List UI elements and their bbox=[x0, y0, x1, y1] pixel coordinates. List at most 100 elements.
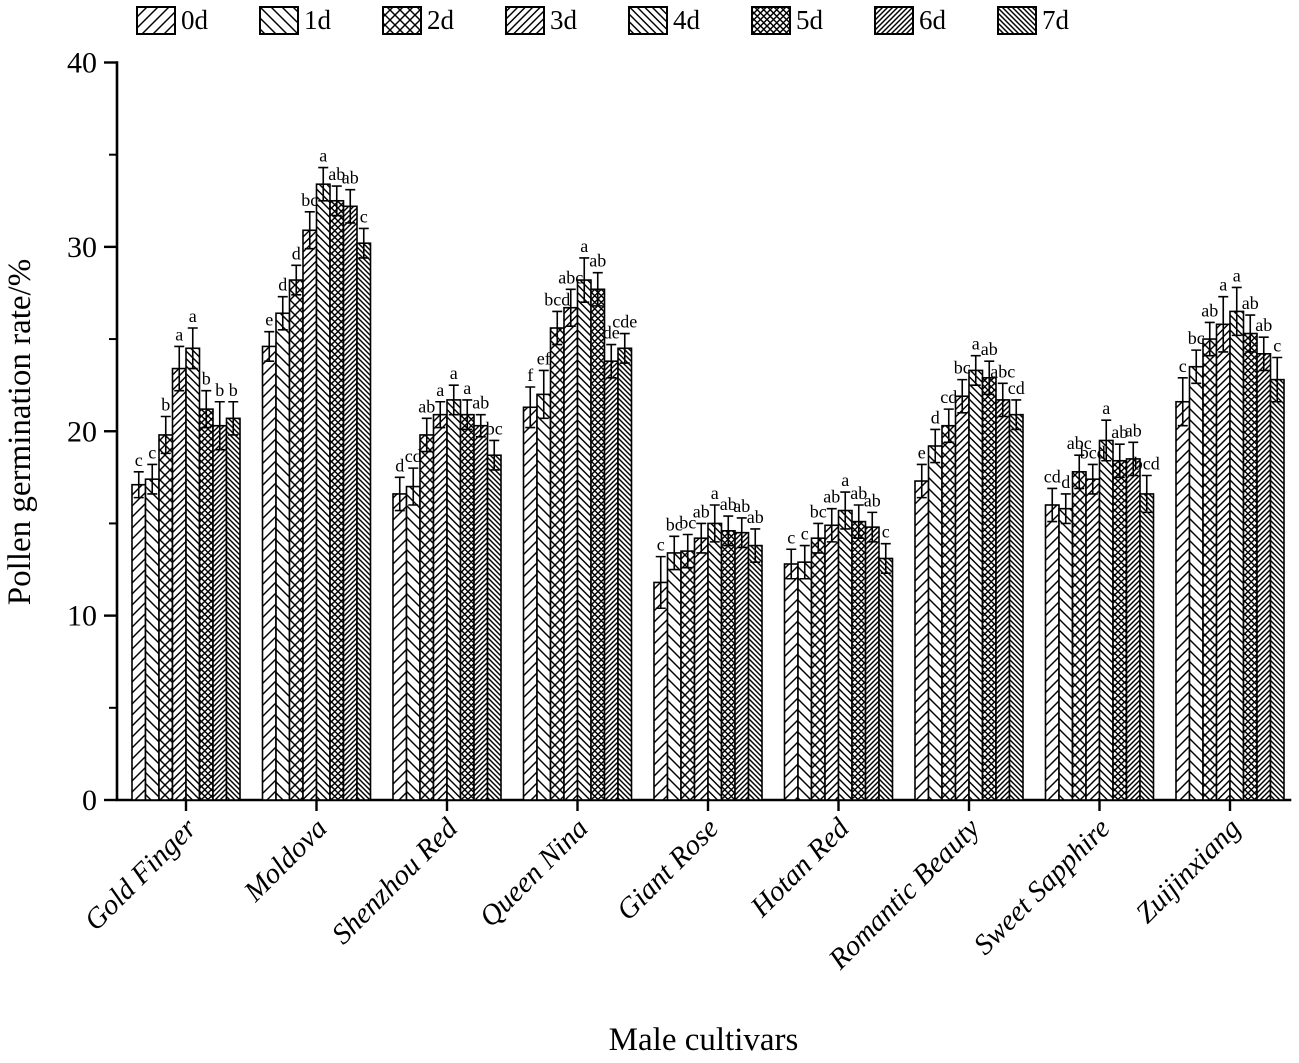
bar-3d-sweet-sapphire bbox=[1085, 478, 1101, 801]
error-bar bbox=[579, 257, 590, 303]
significance-letter: ab bbox=[733, 496, 750, 516]
error-bar bbox=[448, 384, 459, 416]
error-bar bbox=[682, 533, 693, 569]
bar-7d-sweet-sapphire bbox=[1139, 493, 1155, 801]
legend-swatch-2d bbox=[382, 6, 422, 35]
bar-0d-queen-nina bbox=[522, 406, 538, 801]
x-category-label: Giant Rose bbox=[611, 812, 725, 926]
bar-2d-shenzhou-red bbox=[419, 434, 435, 801]
significance-letter: ab bbox=[328, 164, 345, 184]
error-bar bbox=[408, 467, 419, 506]
error-bar bbox=[984, 360, 995, 396]
significance-letter: bc bbox=[954, 358, 971, 378]
significance-letter: cd bbox=[940, 387, 957, 407]
significance-letter: c bbox=[360, 206, 368, 226]
error-bar bbox=[1245, 314, 1256, 353]
significance-letter: ab bbox=[850, 483, 867, 503]
bar-2d-gold-finger bbox=[158, 434, 174, 801]
error-bar bbox=[1231, 286, 1242, 337]
x-axis-title: Male cultivars bbox=[609, 1022, 799, 1058]
y-tick-label: 30 bbox=[67, 231, 97, 264]
significance-letter: bc bbox=[1188, 328, 1205, 348]
legend: 0d 1d 2d 3d 4d 5d 6d 7d bbox=[136, 5, 1070, 35]
error-bar bbox=[264, 330, 275, 362]
bar-5d-giant-rose bbox=[720, 530, 736, 801]
bar-6d-moldova bbox=[342, 205, 358, 801]
bar-3d-moldova bbox=[302, 229, 318, 801]
bar-6d-romantic-beauty bbox=[995, 399, 1011, 801]
bar-1d-giant-rose bbox=[666, 552, 682, 801]
significance-letter: bc bbox=[301, 190, 318, 210]
error-bar bbox=[1101, 419, 1112, 462]
significance-letter: a bbox=[1102, 398, 1110, 418]
legend-swatch-3d bbox=[505, 6, 545, 35]
x-category-label: Queen Nina bbox=[473, 812, 594, 933]
error-bar bbox=[489, 439, 500, 471]
error-bar bbox=[475, 413, 486, 438]
significance-letter: ab bbox=[1125, 420, 1142, 440]
error-bar bbox=[1047, 487, 1058, 523]
bar-5d-shenzhou-red bbox=[459, 413, 475, 801]
error-bar bbox=[1128, 441, 1139, 477]
error-bar bbox=[538, 369, 549, 420]
error-bar bbox=[277, 295, 288, 331]
error-bar bbox=[291, 264, 302, 296]
significance-letter: ab bbox=[342, 168, 359, 188]
error-bar bbox=[943, 408, 954, 444]
x-category-label: Moldova bbox=[237, 812, 333, 908]
bar-3d-shenzhou-red bbox=[432, 413, 448, 801]
significance-letter: ab bbox=[472, 393, 489, 413]
significance-letter: b bbox=[202, 369, 211, 389]
bar-7d-zuijinxiang bbox=[1269, 378, 1285, 801]
bar-1d-zuijinxiang bbox=[1188, 365, 1204, 801]
bar-4d-zuijinxiang bbox=[1229, 310, 1245, 801]
error-bar bbox=[1074, 454, 1085, 490]
bar-0d-zuijinxiang bbox=[1175, 400, 1191, 801]
bar-5d-gold-finger bbox=[198, 408, 214, 801]
legend-label-2d: 2d bbox=[427, 5, 455, 35]
bar-0d-romantic-beauty bbox=[914, 480, 930, 801]
significance-letter: a bbox=[450, 363, 458, 383]
error-bar bbox=[147, 463, 158, 495]
error-bar bbox=[813, 522, 824, 554]
significance-letter: c bbox=[801, 524, 809, 544]
bar-7d-romantic-beauty bbox=[1008, 413, 1024, 801]
error-bar bbox=[228, 400, 239, 436]
x-category-label: Gold Finger bbox=[78, 812, 203, 937]
error-bar bbox=[345, 188, 356, 224]
significance-letter: ef bbox=[537, 348, 551, 368]
legend-swatch-1d bbox=[259, 6, 299, 35]
bar-0d-shenzhou-red bbox=[392, 493, 408, 801]
error-bar bbox=[840, 491, 851, 530]
bar-0d-hotan-red bbox=[783, 563, 799, 801]
error-bar bbox=[1060, 493, 1071, 525]
significance-letter: ab bbox=[864, 490, 881, 510]
significance-letter: b bbox=[215, 380, 224, 400]
legend-label-3d: 3d bbox=[550, 5, 578, 35]
bar-1d-gold-finger bbox=[144, 478, 160, 801]
error-bar bbox=[1177, 376, 1188, 427]
bar-1d-hotan-red bbox=[797, 561, 813, 801]
significance-letter: a bbox=[1233, 265, 1241, 285]
bar-5d-moldova bbox=[329, 199, 345, 801]
error-bar bbox=[619, 332, 630, 364]
significance-letter: d bbox=[1061, 472, 1070, 492]
bar-2d-moldova bbox=[288, 279, 304, 801]
error-bar bbox=[997, 382, 1008, 418]
error-bar bbox=[133, 471, 144, 499]
error-bar bbox=[1218, 295, 1229, 353]
error-bar bbox=[304, 211, 315, 250]
error-bar bbox=[214, 400, 225, 451]
error-bar bbox=[867, 511, 878, 543]
error-bar bbox=[1087, 463, 1098, 495]
error-bar bbox=[916, 463, 927, 499]
bar-4d-shenzhou-red bbox=[446, 399, 462, 801]
significance-letter: a bbox=[319, 146, 327, 166]
significance-letter: a bbox=[436, 380, 444, 400]
bar-1d-sweet-sapphire bbox=[1058, 507, 1074, 801]
bar-7d-moldova bbox=[356, 242, 372, 801]
significance-letter: bcd bbox=[1134, 454, 1160, 474]
significance-letter: ab bbox=[823, 487, 840, 507]
bar-1d-queen-nina bbox=[536, 393, 552, 801]
bar-7d-gold-finger bbox=[225, 417, 241, 801]
